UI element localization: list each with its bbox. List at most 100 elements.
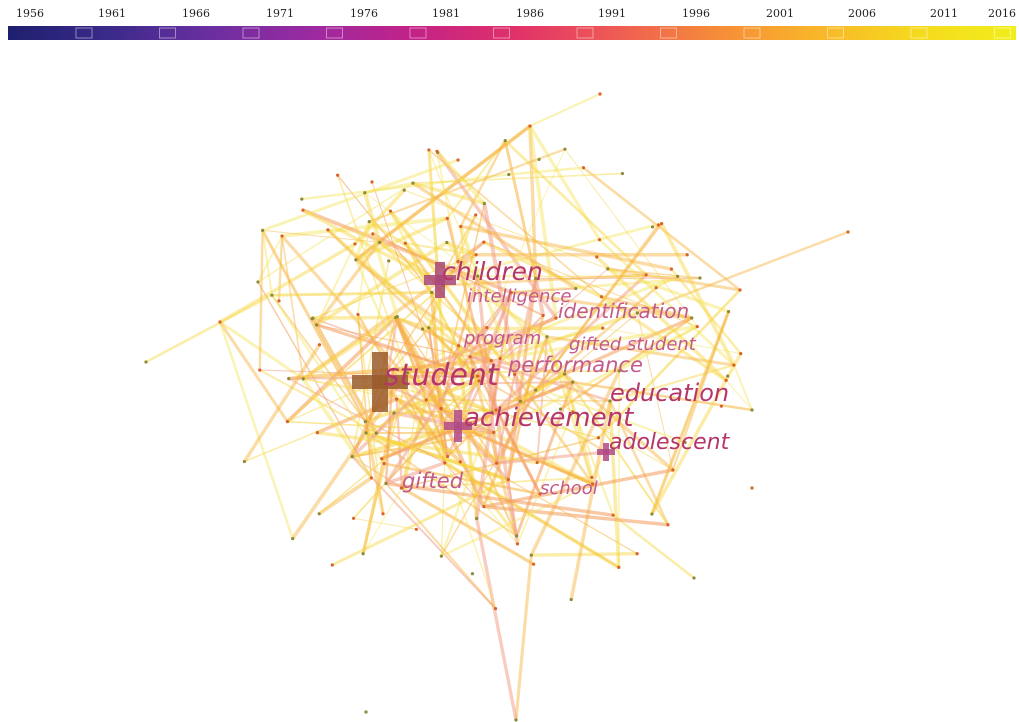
network-node bbox=[518, 399, 523, 403]
network-node bbox=[666, 523, 670, 527]
network-edge bbox=[496, 450, 607, 465]
network-edge bbox=[258, 230, 264, 371]
network-edge bbox=[504, 139, 648, 276]
network-edge bbox=[439, 275, 480, 409]
network-edge bbox=[443, 461, 620, 569]
keyword-intelligence: intelligence bbox=[467, 286, 571, 307]
network-edge bbox=[440, 482, 594, 558]
network-node bbox=[378, 240, 382, 244]
network-node bbox=[488, 369, 492, 373]
network-edge bbox=[597, 289, 741, 439]
network-edge bbox=[444, 462, 485, 507]
network-edge bbox=[595, 255, 728, 382]
keyword-network: children intelligence identification pro… bbox=[144, 92, 850, 722]
network-node bbox=[846, 230, 850, 234]
network-edge bbox=[412, 172, 623, 184]
network-edge bbox=[218, 321, 294, 539]
network-edge bbox=[503, 140, 538, 279]
network-edge bbox=[385, 482, 497, 610]
network-edge bbox=[493, 325, 698, 434]
network-edge bbox=[602, 327, 741, 355]
network-node bbox=[315, 431, 319, 435]
network-node bbox=[606, 267, 610, 271]
network-node bbox=[532, 562, 536, 566]
network-node bbox=[470, 572, 475, 576]
network-edge bbox=[428, 149, 603, 298]
network-node bbox=[414, 527, 418, 531]
network-edge bbox=[281, 216, 448, 238]
network-edge bbox=[582, 166, 741, 292]
network-edge bbox=[271, 294, 367, 423]
network-edge bbox=[428, 149, 479, 277]
network-node bbox=[382, 461, 386, 466]
network-edge bbox=[261, 229, 367, 423]
network-edge bbox=[353, 517, 417, 530]
network-node bbox=[387, 259, 391, 263]
network-node bbox=[364, 710, 368, 714]
network-edge bbox=[456, 240, 485, 264]
network-edge bbox=[316, 323, 479, 378]
network-node bbox=[591, 482, 595, 486]
network-edge bbox=[534, 222, 663, 391]
colorbar-segment-marker bbox=[242, 27, 260, 39]
colorbar-segment-marker bbox=[743, 27, 761, 39]
network-edge bbox=[145, 294, 273, 364]
network-node bbox=[617, 565, 621, 569]
network-node bbox=[424, 398, 428, 402]
network-edge bbox=[618, 325, 698, 372]
network-edge bbox=[511, 287, 576, 294]
network-edge bbox=[219, 242, 356, 324]
year-label: 1991 bbox=[598, 7, 626, 20]
network-node bbox=[537, 157, 541, 162]
network-edge bbox=[486, 148, 566, 328]
network-node bbox=[726, 309, 731, 314]
network-node bbox=[336, 173, 340, 177]
network-node bbox=[353, 242, 357, 246]
network-node bbox=[300, 197, 304, 201]
year-label: 2006 bbox=[848, 7, 876, 20]
network-edge bbox=[609, 364, 735, 403]
colorbar-segment-marker bbox=[910, 27, 928, 39]
network-node bbox=[439, 407, 443, 411]
network-node bbox=[477, 379, 481, 383]
network-node bbox=[719, 404, 723, 408]
network-edge bbox=[218, 321, 289, 423]
network-edge bbox=[401, 486, 535, 566]
network-edge bbox=[651, 311, 730, 515]
network-node bbox=[574, 286, 578, 291]
keyword-gifted: gifted bbox=[402, 469, 464, 493]
network-node bbox=[650, 225, 655, 229]
network-edge bbox=[535, 389, 674, 471]
network-edge bbox=[257, 281, 372, 479]
network-node bbox=[361, 552, 365, 556]
network-edge bbox=[725, 379, 753, 411]
network-node bbox=[218, 320, 222, 324]
network-node bbox=[596, 436, 601, 440]
network-node bbox=[381, 512, 385, 516]
network-edge bbox=[326, 228, 472, 358]
network-edge bbox=[242, 343, 321, 463]
network-edge bbox=[412, 181, 577, 290]
network-node bbox=[482, 240, 486, 244]
network-node bbox=[569, 597, 573, 602]
network-node bbox=[597, 238, 602, 242]
network-edge bbox=[286, 316, 397, 423]
colorbar-segment-marker bbox=[827, 27, 844, 39]
network-edge bbox=[404, 242, 522, 402]
network-edge bbox=[528, 125, 538, 279]
year-label: 2011 bbox=[930, 7, 958, 20]
network-edge bbox=[351, 456, 403, 489]
network-node bbox=[489, 359, 493, 363]
network-node bbox=[558, 407, 563, 411]
network-edge bbox=[336, 174, 409, 374]
network-node bbox=[456, 158, 460, 162]
network-edge bbox=[528, 125, 601, 241]
network-node bbox=[384, 481, 388, 486]
network-node bbox=[369, 476, 373, 480]
network-edge bbox=[257, 235, 283, 283]
network-node bbox=[644, 273, 648, 277]
network-node bbox=[476, 274, 480, 278]
network-edge bbox=[401, 476, 592, 489]
network-edge bbox=[733, 364, 753, 411]
network-node bbox=[363, 420, 368, 424]
